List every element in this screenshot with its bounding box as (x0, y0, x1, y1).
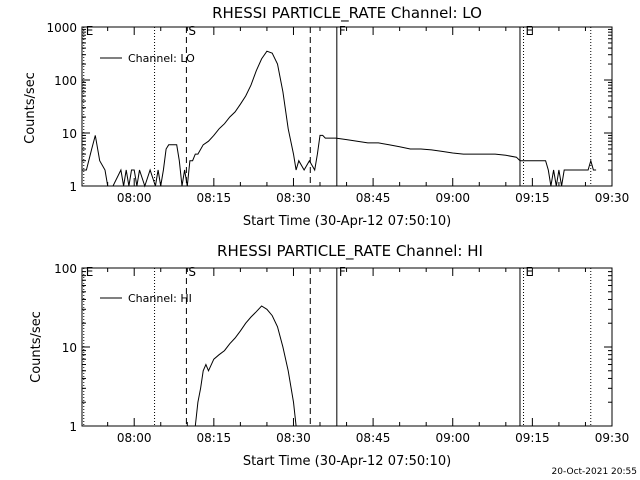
x-tick-label: 09:30 (595, 431, 630, 445)
hi-x-axis-label: Start Time (30-Apr-12 07:50:10) (243, 454, 451, 469)
y-tick-label: 100 (54, 74, 77, 88)
series-line (82, 50, 597, 188)
plot-frame (81, 26, 613, 187)
event-marker-label: F (339, 24, 346, 38)
event-marker-label: S (188, 265, 196, 279)
hi-legend-label: Channel: HI (128, 292, 192, 305)
event-marker-label: E (86, 265, 94, 279)
y-tick-label: 100 (54, 262, 77, 276)
y-tick-label: 1000 (46, 21, 77, 35)
hi-chart-title: RHESSI PARTICLE_RATE Channel: HI (217, 242, 483, 261)
x-tick-label: 08:00 (117, 191, 152, 205)
x-tick-label: 09:30 (595, 191, 630, 205)
x-tick-label: 08:30 (276, 191, 311, 205)
y-tick-label: 1 (69, 420, 77, 434)
x-tick-label: 09:15 (515, 431, 550, 445)
lo-channel-panel: RHESSI PARTICLE_RATE Channel: LO Counts/… (23, 4, 629, 229)
timestamp: 20-Oct-2021 20:55 (552, 467, 637, 477)
event-marker-label: E (526, 265, 534, 279)
lo-x-axis-label: Start Time (30-Apr-12 07:50:10) (243, 214, 451, 229)
event-marker-label: E (86, 24, 94, 38)
x-tick-label: 09:00 (435, 431, 470, 445)
lo-legend-label: Channel: LO (128, 52, 195, 65)
lo-plot-area: 08:00 08:15 08:30 08:45 09:00 09:15 09:30 1 10 10… (46, 21, 629, 205)
event-marker-label: E (526, 24, 534, 38)
x-tick-label: 09:15 (515, 191, 550, 205)
x-tick-label: 08:45 (356, 191, 391, 205)
hi-plot-area: 08:00 08:15 08:30 08:45 09:00 09:15 09:30 1 10 10… (54, 262, 629, 445)
event-marker-label: S (188, 24, 196, 38)
hi-y-axis-label: Counts/sec (29, 311, 44, 383)
lo-y-axis-label: Counts/sec (23, 72, 38, 144)
y-tick-label: 10 (62, 127, 77, 141)
series-line (194, 305, 297, 427)
y-tick-label: 1 (69, 180, 77, 194)
x-tick-label: 08:30 (276, 431, 311, 445)
x-tick-label: 08:15 (197, 191, 232, 205)
x-tick-label: 09:00 (435, 191, 470, 205)
x-tick-label: 08:00 (117, 431, 152, 445)
event-marker-label: F (339, 265, 346, 279)
x-tick-label: 08:45 (356, 431, 391, 445)
hi-channel-panel: RHESSI PARTICLE_RATE Channel: HI Counts/… (29, 242, 629, 469)
lo-chart-title: RHESSI PARTICLE_RATE Channel: LO (212, 4, 482, 23)
x-tick-label: 08:15 (197, 431, 232, 445)
y-tick-label: 10 (62, 341, 77, 355)
